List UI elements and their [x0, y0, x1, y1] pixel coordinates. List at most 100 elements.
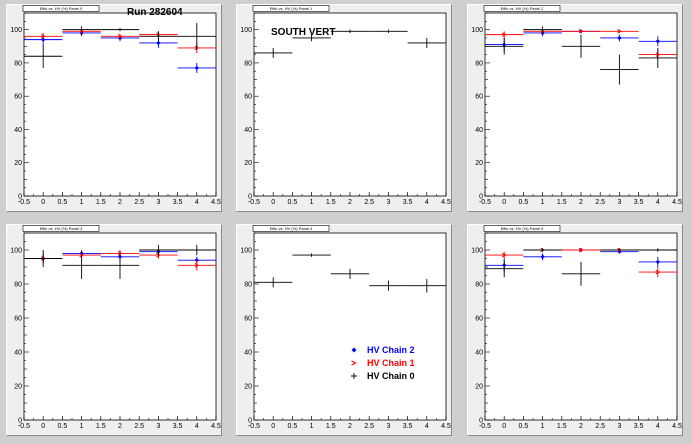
data-point — [100, 251, 140, 279]
x-tick-label: 1.5 — [557, 423, 567, 430]
chart-panel-2: Effic vs. HV (%) Panel 2 -0.5 0 0.5 1 1.5 2 2.5… — [467, 4, 683, 212]
data-point — [100, 34, 140, 39]
x-tick-label: 0 — [41, 199, 45, 206]
data-point — [638, 267, 677, 278]
panel-title-box — [22, 5, 100, 12]
y-tick-label: 100 — [240, 248, 252, 255]
x-tick-label: 0.5 — [58, 199, 68, 206]
y-tick-label: 60 — [14, 94, 22, 101]
data-point — [100, 27, 140, 32]
chart-panel-5: Effic vs. HV (%) Panel 5 -0.5 0 0.5 1 1.5 2 2.5… — [467, 224, 683, 436]
x-tick-label: 1 — [80, 423, 84, 430]
plot-area — [253, 232, 447, 421]
data-point — [485, 37, 524, 55]
x-tick-label: 0 — [271, 423, 275, 430]
arrow-marker — [540, 29, 546, 34]
x-tick-label: 3 — [617, 423, 621, 430]
arrow-marker — [194, 45, 200, 51]
panel-title: Effic vs. HV (%) Panel 0 — [40, 6, 83, 11]
data-point — [407, 278, 446, 293]
diamond-marker — [194, 258, 199, 263]
y-tick-label: 40 — [14, 127, 22, 134]
data-point — [177, 244, 216, 256]
x-tick-label: 4.5 — [672, 199, 682, 206]
x-tick-label: 4 — [195, 199, 199, 206]
y-tick-label: 60 — [475, 94, 483, 101]
y-tick-label: 20 — [475, 384, 483, 391]
x-tick-label: 1 — [541, 423, 545, 430]
x-tick-label: 3 — [156, 199, 160, 206]
diamond-marker — [194, 65, 199, 71]
y-tick-label: 0 — [18, 194, 22, 201]
x-tick-label: 3.5 — [403, 199, 413, 206]
panel-title-box — [483, 5, 561, 12]
y-tick-label: 100 — [10, 27, 22, 34]
chart-svg-2: Effic vs. HV (%) Panel 2-0.5 0 0.5 1 1.5 2 2.5… — [471, 5, 682, 206]
x-tick-label: 2 — [579, 199, 583, 206]
arrow-marker — [617, 29, 622, 34]
x-tick-label: 1.5 — [326, 423, 336, 430]
x-tick-label: 1 — [541, 199, 545, 206]
data-point — [638, 248, 677, 252]
y-tick-label: 0 — [479, 418, 483, 425]
y-tick-label: 60 — [475, 316, 483, 323]
legend-label: HV Chain 0 — [367, 371, 415, 381]
data-point — [600, 29, 639, 34]
data-point — [561, 34, 601, 58]
y-tick-label: 60 — [14, 316, 22, 323]
data-point — [369, 29, 408, 33]
panel-title-box — [252, 225, 330, 232]
panel-annotation: SOUTH VERT — [271, 27, 335, 38]
y-tick-label: 80 — [244, 282, 252, 289]
x-tick-label: 3.5 — [173, 199, 183, 206]
arrow-marker — [117, 251, 123, 256]
arrow-marker — [156, 32, 161, 37]
data-point — [561, 261, 601, 286]
chart-svg-3: Effic vs. HV (%) Panel 3-0.5 0 0.5 1 1.5 2 2.5… — [10, 225, 221, 430]
data-point — [485, 251, 524, 259]
x-tick-label: 1.5 — [557, 199, 567, 206]
data-point — [523, 26, 562, 33]
y-tick-label: 40 — [244, 127, 252, 134]
y-tick-label: 0 — [479, 194, 483, 201]
data-point — [62, 251, 101, 279]
x-tick-label: 4.5 — [672, 423, 682, 430]
plot-area — [253, 12, 447, 197]
plot-area — [484, 232, 678, 421]
data-point — [523, 248, 562, 252]
x-tick-label: 2 — [348, 423, 352, 430]
x-tick-label: 3 — [156, 423, 160, 430]
data-point — [330, 268, 370, 279]
x-tick-label: 0 — [502, 423, 506, 430]
panel-annotation: Run 282604 — [127, 7, 183, 18]
x-tick-label: -0.5 — [248, 423, 260, 430]
data-point — [330, 29, 370, 33]
x-tick-label: 2 — [579, 423, 583, 430]
arrow-marker — [79, 252, 85, 258]
data-point — [638, 47, 677, 68]
panel-title: Effic vs. HV (%) Panel 5 — [501, 226, 544, 231]
y-tick-label: 0 — [248, 194, 252, 201]
x-tick-label: 4.5 — [211, 199, 221, 206]
y-tick-label: 40 — [14, 350, 22, 357]
x-tick-label: 4 — [195, 423, 199, 430]
y-tick-label: 40 — [475, 350, 483, 357]
chart-panel-4: Effic vs. HV (%) Panel 4 -0.5 0 0.5 1 1.5 2 2.5… — [236, 224, 452, 436]
y-tick-label: 100 — [471, 27, 483, 34]
x-tick-label: 0.5 — [519, 423, 529, 430]
y-tick-label: 80 — [14, 60, 22, 67]
x-tick-label: 1 — [310, 199, 314, 206]
data-point — [139, 31, 178, 42]
legend-label: HV Chain 2 — [367, 345, 415, 355]
chart-svg-0: Effic vs. HV (%) Panel 0-0.5 0 0.5 1 1.5 2 2.5… — [10, 5, 221, 206]
data-point — [139, 244, 178, 256]
x-tick-label: 2.5 — [134, 199, 144, 206]
legend-entry: HV Chain 2 — [351, 345, 415, 355]
legend-entry: HV Chain 1 — [351, 358, 415, 368]
data-point — [600, 248, 639, 252]
data-point — [177, 260, 216, 271]
data-point — [24, 250, 63, 267]
panel-title: Effic vs. HV (%) Panel 3 — [40, 226, 83, 231]
diamond-marker — [156, 40, 161, 46]
x-tick-label: 4 — [656, 423, 660, 430]
